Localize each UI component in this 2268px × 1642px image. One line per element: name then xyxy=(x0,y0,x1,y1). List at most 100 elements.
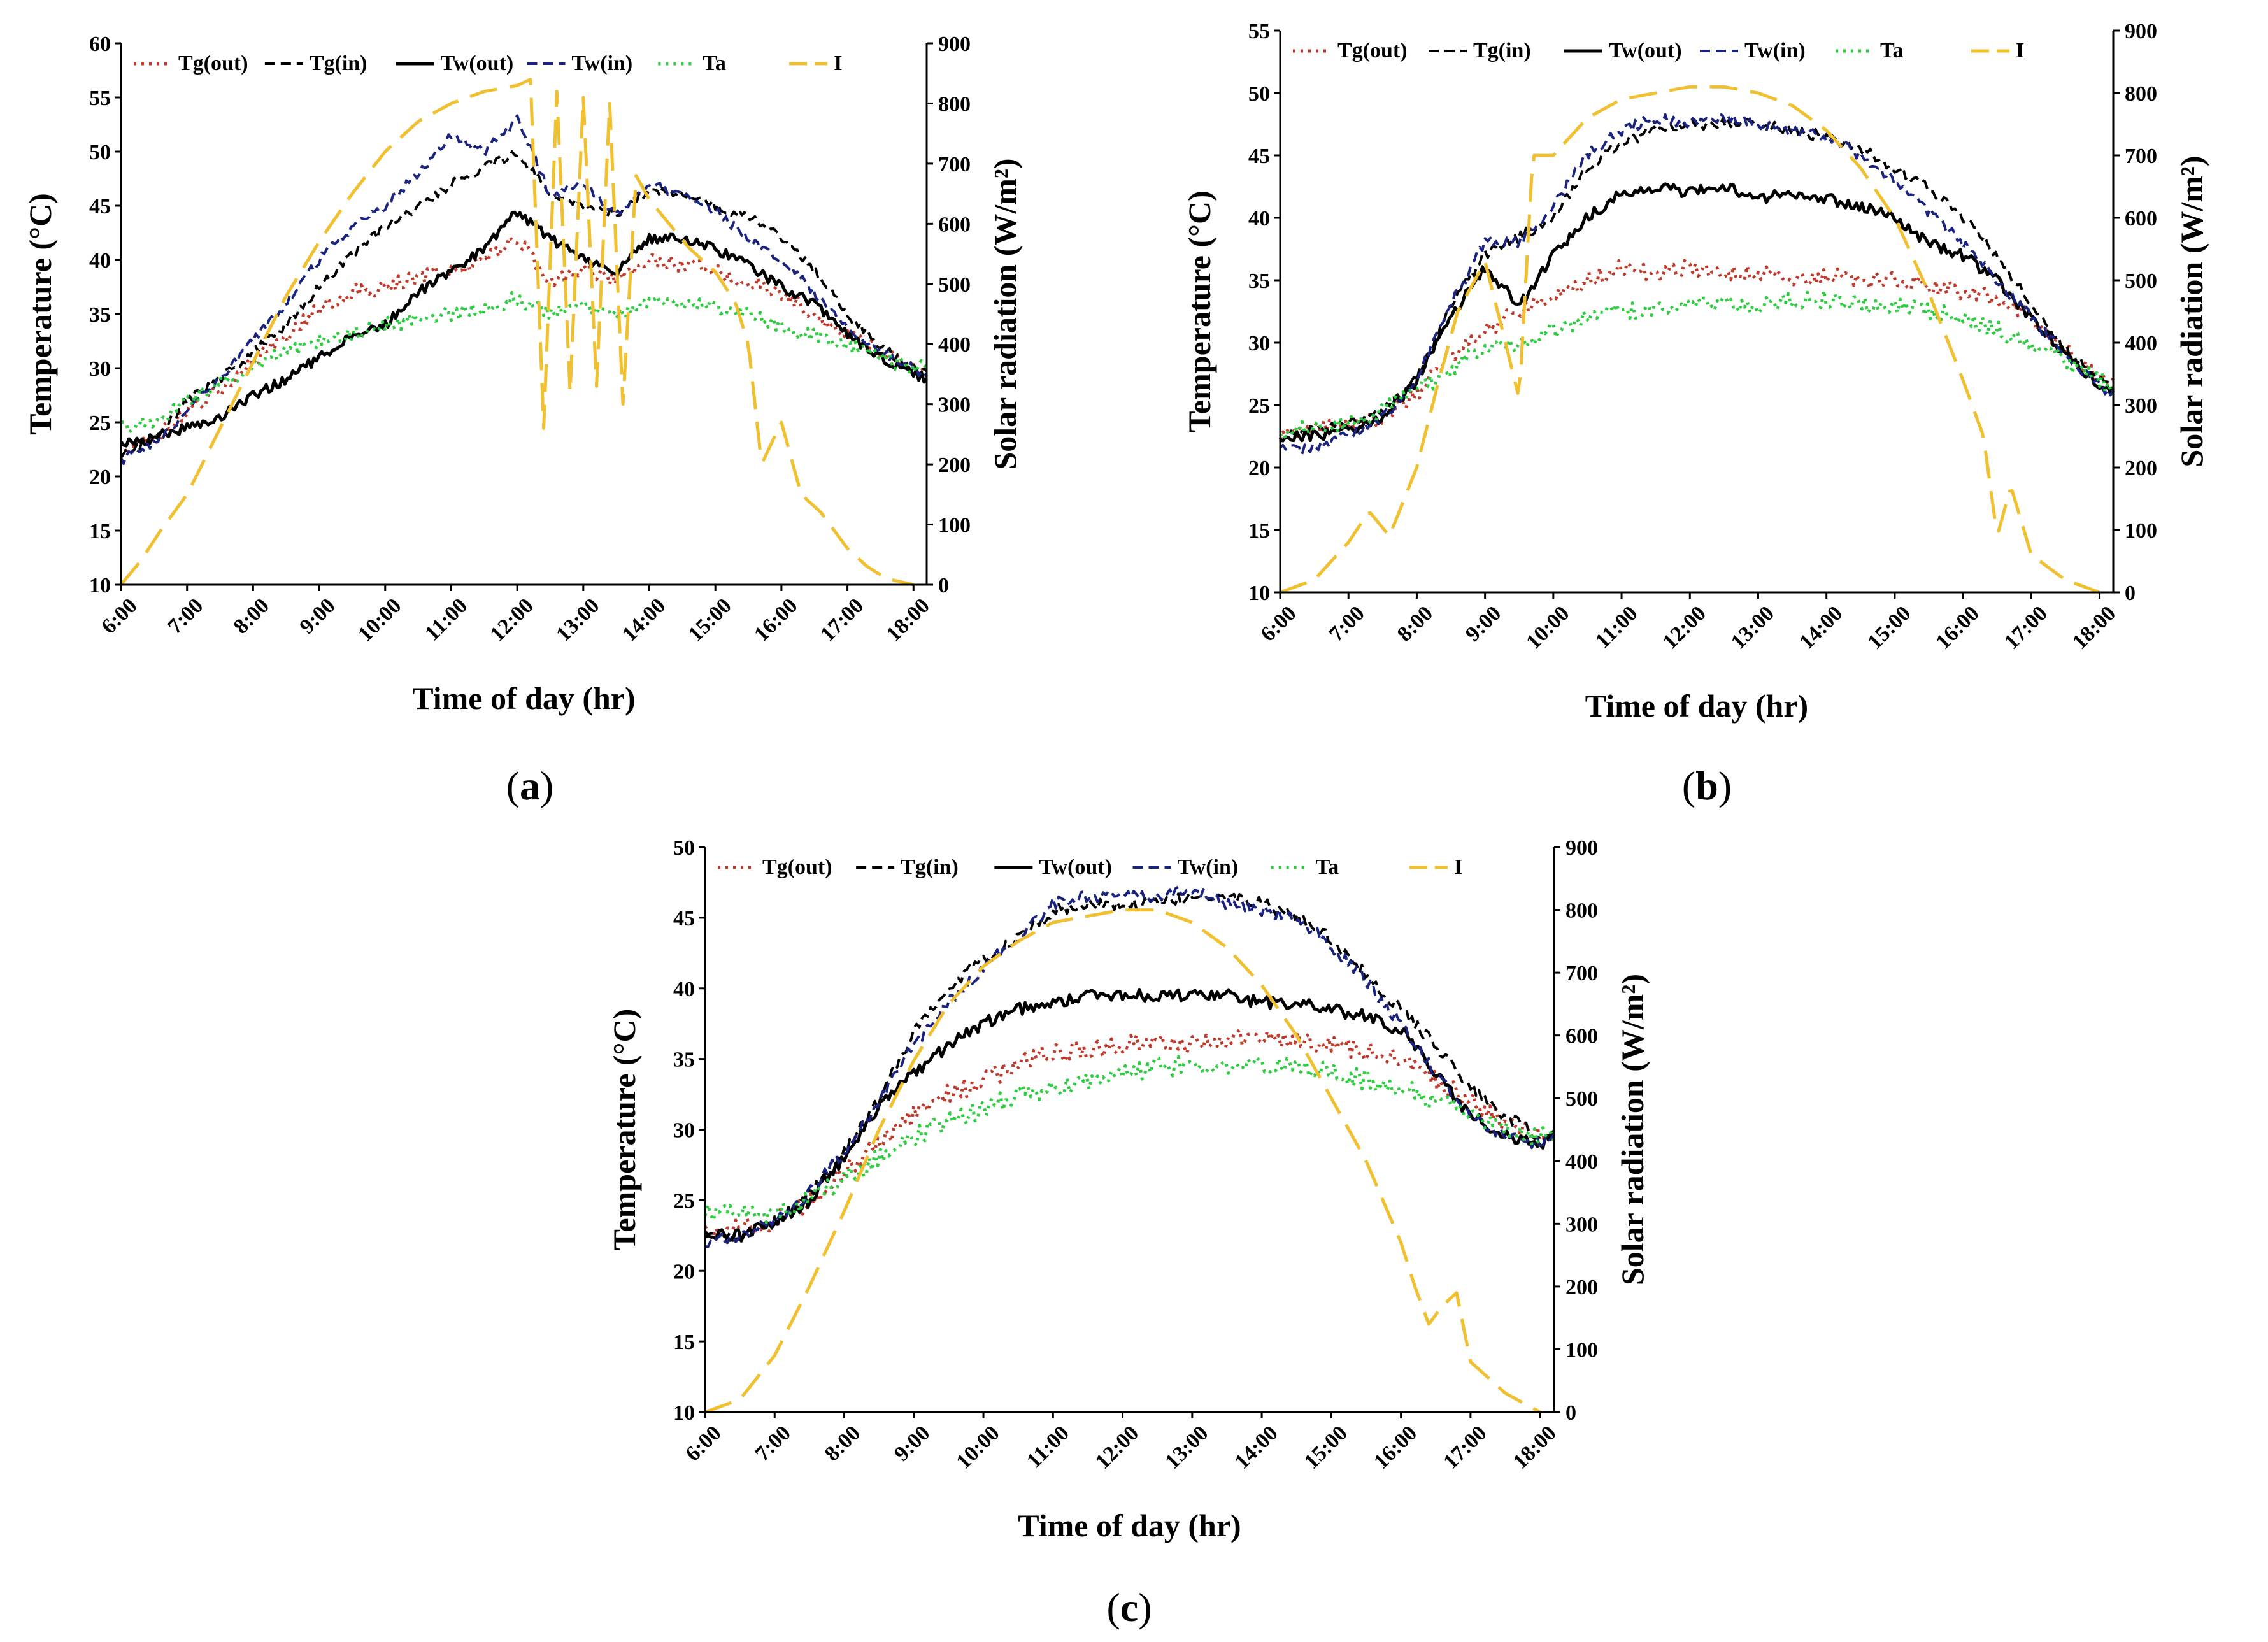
y-tick-label: 15 xyxy=(673,1331,695,1354)
series-group xyxy=(1278,85,2115,594)
y2-tick-label: 300 xyxy=(1565,1213,1598,1236)
y2-tick-label: 100 xyxy=(2125,519,2157,543)
y-tick-label: 35 xyxy=(89,303,111,327)
x-tick-label: 6:00 xyxy=(97,594,141,638)
x-tick-label: 16:00 xyxy=(1369,1421,1422,1473)
legend-label: Tg(in) xyxy=(901,855,959,879)
y-tick-label: 10 xyxy=(89,574,111,597)
y-tick-label: 25 xyxy=(673,1189,695,1213)
y-tick-label: 45 xyxy=(89,195,111,218)
y-tick-label: 30 xyxy=(1248,332,1270,355)
y-tick-label: 10 xyxy=(1248,582,1270,605)
x-tick-label: 6:00 xyxy=(681,1421,725,1466)
y-tick-label: 15 xyxy=(1248,519,1270,543)
chart-panel-a: 1015202530354045505560010020030040050060… xyxy=(22,32,1023,716)
y-axis-title: Temperature (°C) xyxy=(22,193,58,435)
y-tick-label: 50 xyxy=(1248,82,1270,106)
x-tick-label: 10:00 xyxy=(353,594,406,646)
y2-tick-label: 700 xyxy=(1565,962,1598,985)
y-tick-label: 40 xyxy=(1248,207,1270,231)
legend: Tg(out) Tg(in) Tw(out) Tw(in) Ta I xyxy=(1293,39,2024,62)
legend-label: Tw(in) xyxy=(1744,39,1806,62)
x-tick-label: 17:00 xyxy=(816,594,868,646)
y2-tick-label: 200 xyxy=(938,453,971,477)
y2-tick-label: 200 xyxy=(1565,1276,1598,1299)
y-tick-label: 30 xyxy=(673,1119,695,1143)
chart-panel-b: 10 15 20 25 30 35 40 45 50 55 0 100 200 300 400 500 600 7… xyxy=(1181,20,2209,724)
series-line-twout xyxy=(704,987,1555,1243)
y2-tick-label: 300 xyxy=(938,394,971,417)
series-line-tgin xyxy=(120,150,928,459)
y2-tick-label: 900 xyxy=(1565,836,1598,860)
y-tick-label: 60 xyxy=(89,32,111,56)
y2-tick-label: 0 xyxy=(2125,582,2136,605)
series-group xyxy=(703,885,1556,1414)
series-line-twout xyxy=(1279,182,2115,443)
x-tick-label: 14:00 xyxy=(1230,1421,1282,1473)
y-tick-label: 35 xyxy=(1248,269,1270,293)
x-tick-label: 6:00 xyxy=(1256,601,1301,646)
x-tick-label: 12:00 xyxy=(1091,1421,1143,1473)
x-tick-label: 8:00 xyxy=(229,594,274,638)
x-tick-label: 13:00 xyxy=(1727,601,1779,653)
y-tick-label: 25 xyxy=(89,411,111,435)
series-line-twout xyxy=(119,210,928,448)
x-tick-label: 12:00 xyxy=(486,594,538,646)
y2-tick-label: 400 xyxy=(1565,1150,1598,1174)
x-tick-label: 16:00 xyxy=(1932,601,1984,653)
panel-label-a: (a) xyxy=(506,763,554,808)
legend-label: Tw(out) xyxy=(1609,39,1682,62)
x-tick-label: 18:00 xyxy=(882,594,934,646)
y-tick-label: 40 xyxy=(89,249,111,273)
x-tick-label: 7:00 xyxy=(163,594,208,638)
panel-label-c: (c) xyxy=(1106,1585,1152,1630)
x-tick-label: 10:00 xyxy=(952,1421,1004,1473)
chart-panel-c: 1015202530354045500100200300400500600700… xyxy=(606,836,1650,1543)
x-tick-label: 15:00 xyxy=(1863,601,1915,653)
x-tick-label: 14:00 xyxy=(1795,601,1847,653)
x-tick-label: 18:00 xyxy=(1509,1421,1561,1473)
y-tick-label: 25 xyxy=(1248,394,1270,418)
x-tick-label: 7:00 xyxy=(1325,601,1369,646)
series-group xyxy=(119,78,929,587)
legend-label: Ta xyxy=(703,52,726,75)
series-line-i xyxy=(704,908,1541,1414)
y2-tick-label: 500 xyxy=(2125,269,2157,293)
y-tick-label: 55 xyxy=(89,87,111,110)
series-line-ta xyxy=(703,1054,1556,1224)
y2-tick-label: 800 xyxy=(938,92,971,116)
x-tick-label: 15:00 xyxy=(684,594,736,646)
legend-label: Tw(out) xyxy=(441,52,514,75)
x-tick-label: 11:00 xyxy=(420,594,472,645)
legend: Tg(out) Tg(in) Tw(out) Tw(in) Ta I xyxy=(718,855,1462,879)
x-tick-label: 8:00 xyxy=(1393,601,1437,646)
x-tick-label: 8:00 xyxy=(820,1421,865,1466)
x-axis-title: Time of day (hr) xyxy=(1585,688,1808,724)
y-tick-label: 30 xyxy=(89,357,111,381)
y2-tick-label: 800 xyxy=(2125,82,2157,106)
x-tick-label: 12:00 xyxy=(1658,601,1711,653)
y2-tick-label: 400 xyxy=(938,333,971,357)
series-line-ta xyxy=(1279,289,2115,440)
y-tick-label: 45 xyxy=(673,907,695,931)
x-tick-label: 9:00 xyxy=(890,1421,934,1466)
y2-tick-label: 900 xyxy=(2125,20,2157,43)
x-tick-label: 16:00 xyxy=(750,594,802,646)
x-tick-label: 13:00 xyxy=(552,594,604,646)
legend-label: Ta xyxy=(1316,855,1339,879)
series-line-tgout xyxy=(1278,259,2115,440)
x-tick-label: 13:00 xyxy=(1160,1421,1213,1473)
x-tick-label: 17:00 xyxy=(2000,601,2052,653)
x-axis-title: Time of day (hr) xyxy=(412,680,635,716)
series-line-tgout xyxy=(703,1028,1555,1239)
x-tick-label: 10:00 xyxy=(1522,601,1574,653)
y-tick-label: 40 xyxy=(673,978,695,1001)
legend-label: I xyxy=(2016,39,2024,62)
x-axis-title: Time of day (hr) xyxy=(1018,1508,1241,1543)
x-tick-label: 9:00 xyxy=(295,594,339,638)
y-axis-title: Temperature (°C) xyxy=(1181,190,1217,432)
y2-tick-label: 600 xyxy=(2125,207,2157,231)
y2-tick-label: 700 xyxy=(938,153,971,176)
y-tick-label: 55 xyxy=(1248,20,1270,43)
